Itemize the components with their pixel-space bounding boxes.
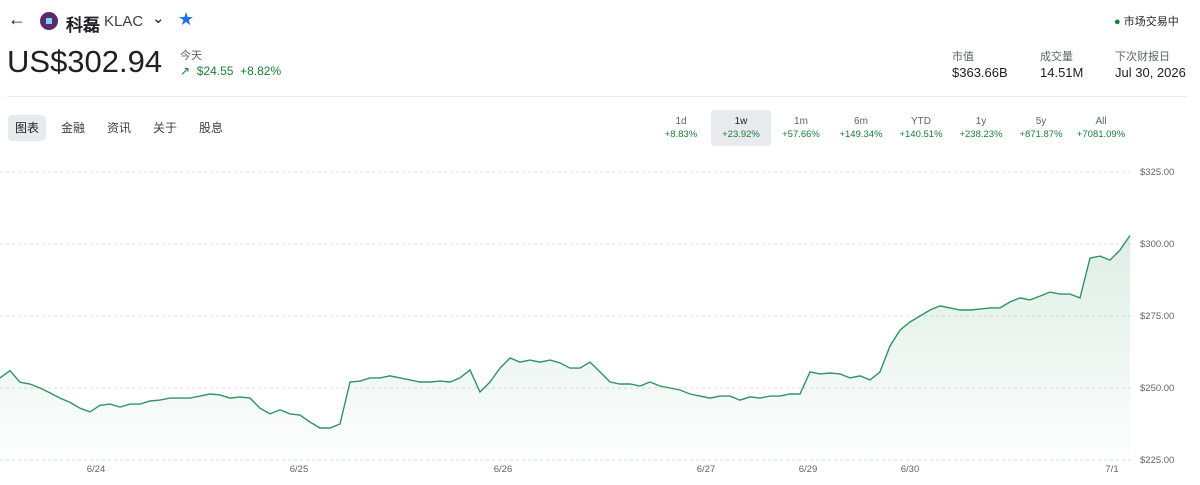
tab[interactable]: 股息 bbox=[199, 121, 224, 135]
tab[interactable]: 资讯 bbox=[107, 121, 132, 135]
range-label: 1d bbox=[675, 116, 687, 127]
range-button[interactable]: 5y +871.87% bbox=[1011, 110, 1071, 146]
range-button[interactable]: 6m +149.34% bbox=[831, 110, 891, 146]
status-dot: ● bbox=[1114, 16, 1121, 28]
y-tick-label: $250.00 bbox=[1140, 383, 1174, 394]
star-button[interactable]: ★ bbox=[178, 9, 195, 29]
tab[interactable]: 金融 bbox=[61, 121, 86, 135]
range-button[interactable]: YTD +140.51% bbox=[891, 110, 951, 146]
tab[interactable]: 图表 bbox=[8, 115, 47, 141]
stat-label: 成交量 bbox=[1040, 51, 1073, 63]
ticker: KLAC bbox=[104, 13, 144, 30]
x-tick-label: 6/27 bbox=[697, 464, 716, 475]
y-tick-label: $300.00 bbox=[1140, 239, 1174, 250]
range-label: 5y bbox=[1035, 116, 1047, 127]
stat-label: 下次财报日 bbox=[1115, 51, 1170, 63]
stat-label: 市值 bbox=[952, 51, 974, 63]
change: ↗ $24.55 +8.82% bbox=[180, 64, 281, 78]
price-line bbox=[0, 235, 1131, 429]
price: US$302.94 bbox=[7, 44, 163, 79]
y-tick-label: $275.00 bbox=[1140, 311, 1174, 322]
status-text: 市场交易中 bbox=[1123, 16, 1179, 28]
range-button[interactable]: 1m +57.66% bbox=[771, 110, 831, 146]
arrow: ↗ bbox=[180, 64, 191, 78]
area bbox=[0, 235, 1130, 460]
stat-value: $363.66B bbox=[952, 65, 1008, 80]
range-label: 1y bbox=[975, 116, 987, 127]
x-tick-label: 6/25 bbox=[290, 464, 309, 475]
period: 今天 bbox=[180, 50, 202, 62]
range-change: +238.23% bbox=[959, 129, 1003, 140]
change-pct: +8.82% bbox=[240, 64, 282, 78]
range-change: +7081.09% bbox=[1076, 129, 1126, 140]
tab[interactable]: 关于 bbox=[153, 121, 178, 135]
change-abs: $24.55 bbox=[196, 64, 234, 78]
logo-mark bbox=[46, 18, 52, 24]
range-button[interactable]: 1w +23.92% bbox=[711, 110, 771, 146]
x-tick-label: 6/26 bbox=[494, 464, 513, 475]
range-button[interactable]: All +7081.09% bbox=[1071, 110, 1131, 146]
range-change: +8.83% bbox=[664, 129, 698, 140]
range-change: +57.66% bbox=[782, 129, 820, 140]
company-name: 科磊 bbox=[66, 16, 100, 35]
range-button[interactable]: 1y +238.23% bbox=[951, 110, 1011, 146]
range-change: +140.51% bbox=[899, 129, 943, 140]
logo bbox=[40, 12, 58, 30]
range-button[interactable]: 1d +8.83% bbox=[651, 110, 711, 146]
dropdown[interactable]: ⌄ bbox=[152, 10, 165, 27]
back-button[interactable]: ← bbox=[8, 9, 26, 29]
range-change: +149.34% bbox=[839, 129, 883, 140]
range-label: 1w bbox=[734, 116, 748, 127]
range-label: All bbox=[1095, 116, 1107, 127]
range-label: 1m bbox=[794, 116, 808, 127]
range-change: +871.87% bbox=[1019, 129, 1063, 140]
stat-value: 14.51M bbox=[1040, 65, 1084, 80]
y-tick-label: $225.00 bbox=[1140, 455, 1174, 466]
y-tick-label: $325.00 bbox=[1140, 167, 1174, 178]
x-tick-label: 6/24 bbox=[87, 464, 106, 475]
range-label: YTD bbox=[911, 116, 931, 127]
stat-value: Jul 30, 2026 bbox=[1115, 65, 1186, 80]
x-tick-label: 7/1 bbox=[1105, 464, 1118, 475]
x-tick-label: 6/30 bbox=[901, 464, 920, 475]
range-change: +23.92% bbox=[722, 129, 760, 140]
divider bbox=[7, 96, 1187, 97]
range-label: 6m bbox=[854, 116, 868, 127]
market-status: ● 市场交易中 bbox=[1114, 13, 1179, 29]
x-tick-label: 6/29 bbox=[799, 464, 818, 475]
